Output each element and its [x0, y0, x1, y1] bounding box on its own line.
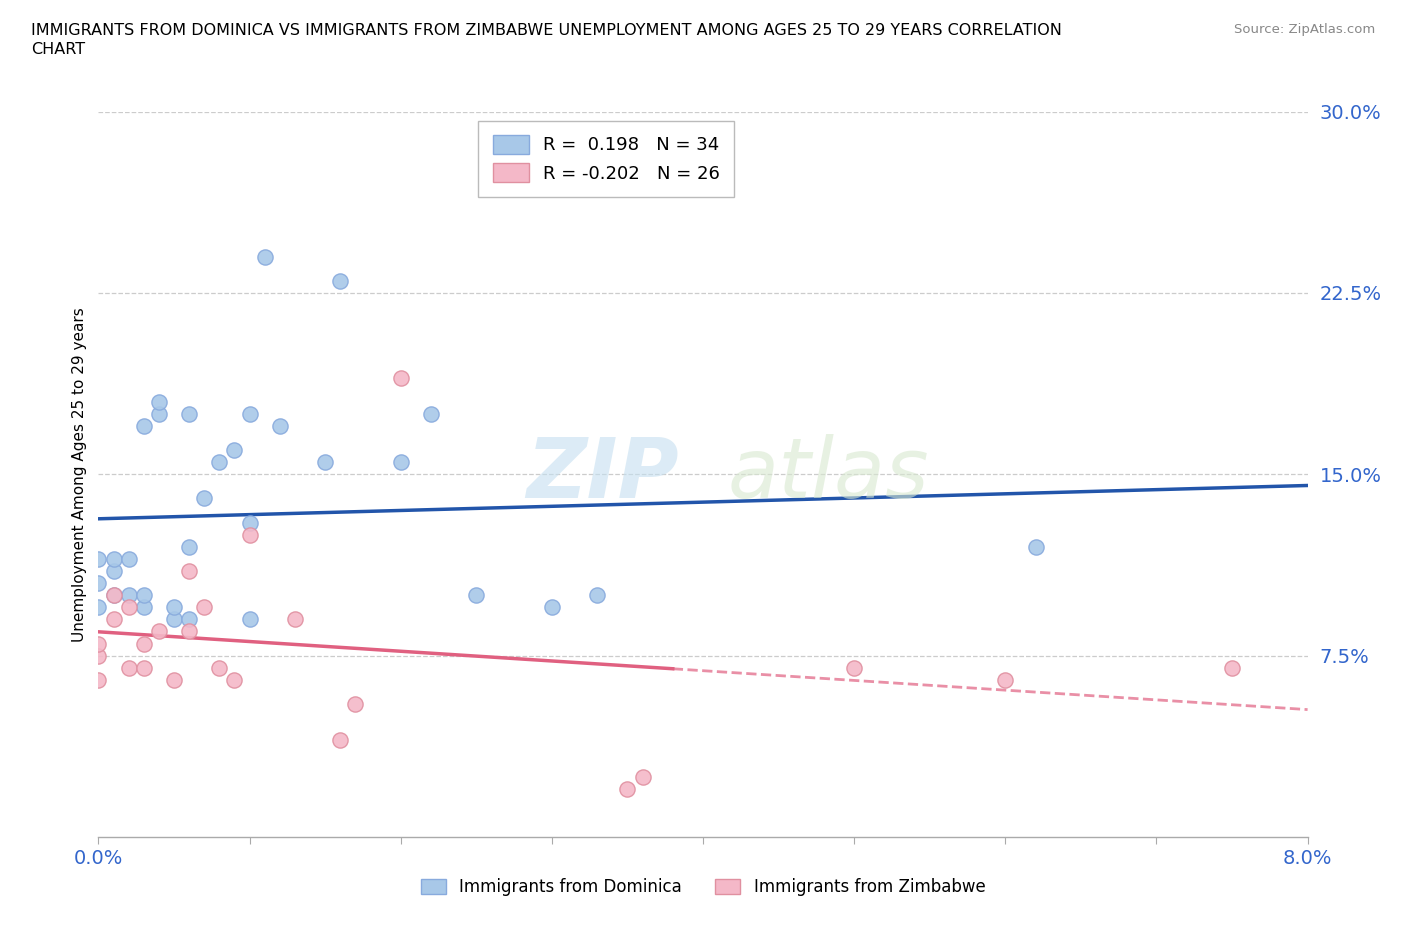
- Point: [148, 394, 170, 409]
- Point: [118, 660, 141, 675]
- Point: [103, 612, 125, 627]
- Point: [179, 624, 201, 639]
- Text: ZIP: ZIP: [526, 433, 679, 515]
- Point: [87, 600, 110, 615]
- Text: Source: ZipAtlas.com: Source: ZipAtlas.com: [1234, 23, 1375, 36]
- Point: [239, 612, 262, 627]
- Point: [616, 781, 638, 796]
- Point: [239, 527, 262, 542]
- Legend: Immigrants from Dominica, Immigrants from Zimbabwe: Immigrants from Dominica, Immigrants fro…: [415, 871, 991, 903]
- Point: [103, 551, 125, 566]
- Point: [540, 600, 562, 615]
- Y-axis label: Unemployment Among Ages 25 to 29 years: Unemployment Among Ages 25 to 29 years: [72, 307, 87, 642]
- Text: atlas: atlas: [727, 433, 929, 515]
- Point: [586, 588, 609, 603]
- Point: [163, 612, 186, 627]
- Point: [132, 660, 155, 675]
- Point: [1220, 660, 1243, 675]
- Point: [179, 564, 201, 578]
- Point: [193, 491, 215, 506]
- Point: [224, 672, 246, 687]
- Text: IMMIGRANTS FROM DOMINICA VS IMMIGRANTS FROM ZIMBABWE UNEMPLOYMENT AMONG AGES 25 : IMMIGRANTS FROM DOMINICA VS IMMIGRANTS F…: [31, 23, 1062, 38]
- Point: [163, 672, 186, 687]
- Point: [87, 672, 110, 687]
- Point: [87, 576, 110, 591]
- Point: [118, 588, 141, 603]
- Point: [329, 273, 352, 288]
- Point: [253, 249, 276, 264]
- Point: [118, 551, 141, 566]
- Point: [1025, 539, 1047, 554]
- Point: [193, 600, 215, 615]
- Point: [284, 612, 307, 627]
- Point: [631, 769, 654, 784]
- Point: [239, 406, 262, 421]
- Point: [269, 418, 291, 433]
- Point: [224, 443, 246, 458]
- Point: [179, 612, 201, 627]
- Point: [103, 564, 125, 578]
- Point: [314, 455, 336, 470]
- Point: [87, 636, 110, 651]
- Point: [132, 588, 155, 603]
- Point: [179, 406, 201, 421]
- Point: [239, 515, 262, 530]
- Point: [389, 370, 412, 385]
- Point: [389, 455, 412, 470]
- Point: [994, 672, 1017, 687]
- Point: [148, 624, 170, 639]
- Point: [329, 733, 352, 748]
- Point: [132, 418, 155, 433]
- Point: [344, 697, 367, 711]
- Point: [163, 600, 186, 615]
- Point: [87, 648, 110, 663]
- Point: [87, 551, 110, 566]
- Text: CHART: CHART: [31, 42, 84, 57]
- Point: [148, 406, 170, 421]
- Point: [420, 406, 443, 421]
- Point: [465, 588, 488, 603]
- Point: [179, 539, 201, 554]
- Legend: R =  0.198   N = 34, R = -0.202   N = 26: R = 0.198 N = 34, R = -0.202 N = 26: [478, 121, 734, 197]
- Point: [103, 588, 125, 603]
- Point: [132, 636, 155, 651]
- Point: [118, 600, 141, 615]
- Point: [103, 588, 125, 603]
- Point: [208, 455, 231, 470]
- Point: [844, 660, 866, 675]
- Point: [208, 660, 231, 675]
- Point: [132, 600, 155, 615]
